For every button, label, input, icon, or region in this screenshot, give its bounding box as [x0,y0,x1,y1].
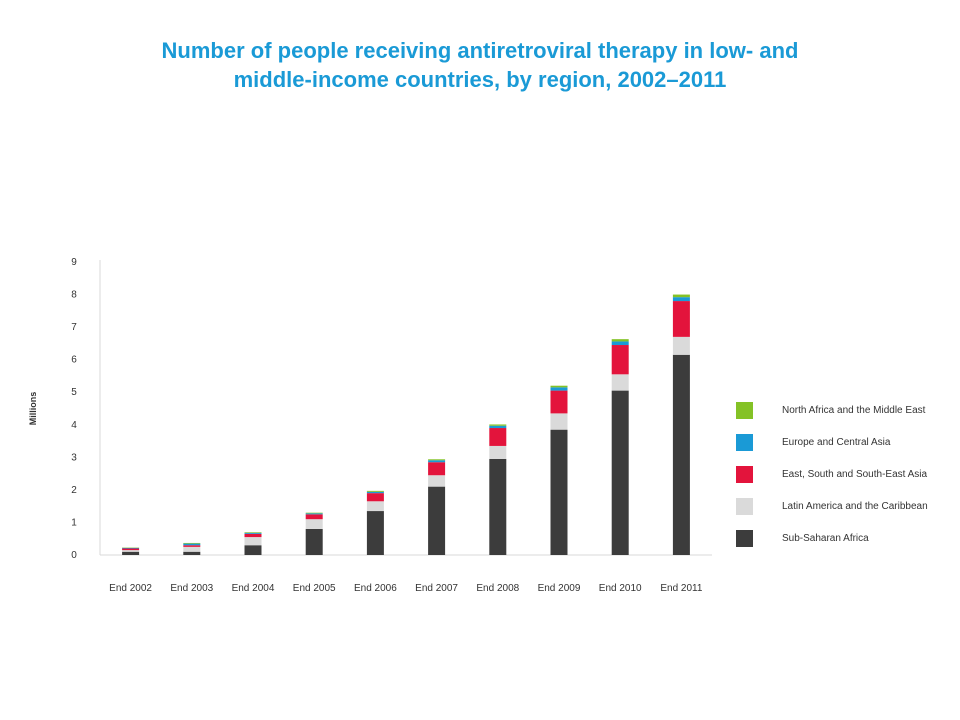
bar-segment [550,387,568,391]
x-tick-label: End 2002 [109,583,152,594]
y-tick-label: 0 [71,550,77,561]
bar-segment [672,297,690,302]
bar-segment [611,374,629,391]
x-tick-label: End 2007 [415,583,458,594]
y-tick-label: 2 [71,485,77,496]
bar-segment [550,390,568,414]
bar-segment [366,490,384,492]
chart-title: Number of people receiving antiretrovira… [40,36,920,94]
chart-title-line-1: Number of people receiving antiretrovira… [161,38,799,63]
bar-segment [550,429,568,555]
bar-segment [122,547,140,549]
bar-segment [489,445,507,459]
legend-item: East, South and South-East Asia [736,466,956,483]
y-tick-label: 3 [71,452,77,463]
bar-segment [122,550,140,552]
chart-legend: North Africa and the Middle East Europe a… [736,402,956,562]
bar-segment [183,551,201,555]
bar-segment [244,532,262,534]
x-tick-label: End 2005 [293,583,336,594]
chart-axes: 0 1 2 3 4 5 6 7 8 9 End 2002 End 2003 End 2004 End 20… [71,257,712,594]
bar-segment [489,428,507,446]
bar-segment [489,458,507,555]
bar-segment [244,532,262,533]
bar-segment [611,345,629,375]
x-tick-label: End 2003 [170,583,213,594]
legend-item: Sub-Saharan Africa [736,530,956,547]
chart-title-line-2: middle-income countries, by region, 2002… [233,67,727,92]
legend-swatch [736,466,753,483]
bar-segment [489,424,507,426]
chart-bars [122,294,690,555]
bar-segment [672,294,690,298]
legend-item: North Africa and the Middle East [736,402,956,419]
bar-segment [672,336,690,355]
bar-segment [244,533,262,538]
bar-segment [611,390,629,555]
bar-segment [489,425,507,429]
bar-segment [305,512,323,514]
legend-item: Europe and Central Asia [736,434,956,451]
bar-segment [428,459,446,461]
bar-segment [611,341,629,346]
bar-segment [428,486,446,555]
bar-segment [244,545,262,555]
bar-segment [366,493,384,502]
legend-swatch [736,434,753,451]
y-tick-label: 5 [71,387,77,398]
legend-swatch [736,498,753,515]
bar-segment [550,413,568,430]
bar-segment [183,542,201,544]
y-tick-label: 1 [71,517,77,528]
x-tick-label: End 2011 [660,583,703,594]
y-tick-label: 6 [71,355,77,366]
bar-segment [366,501,384,512]
bar-segment [183,545,201,547]
bar-segment [366,511,384,555]
legend-label: Latin America and the Caribbean [782,501,928,512]
bar-segment [305,514,323,520]
y-tick-label: 8 [71,290,77,301]
bar-segment [183,546,201,552]
bar-segment [550,385,568,388]
x-tick-label: End 2008 [476,583,519,594]
bar-segment [366,491,384,494]
bar-segment [305,519,323,529]
bar-segment [305,513,323,515]
x-tick-label: End 2010 [599,583,642,594]
bar-segment [672,354,690,555]
y-tick-label: 4 [71,420,77,431]
bar-segment [122,551,140,555]
bar-segment [611,339,629,342]
bar-segment [244,537,262,546]
bar-segment [428,475,446,487]
x-tick-label: End 2004 [232,583,275,594]
legend-label: East, South and South-East Asia [782,469,928,480]
bar-segment [428,462,446,476]
legend-swatch [736,530,753,547]
bar-segment [672,301,690,337]
bar-segment [122,548,140,551]
y-tick-label: 7 [71,322,77,333]
x-tick-label: End 2006 [354,583,397,594]
y-tick-label: 9 [71,257,77,268]
legend-label: Sub-Saharan Africa [782,533,869,544]
legend-item: Latin America and the Caribbean [736,498,956,515]
x-tick-label: End 2009 [538,583,581,594]
bar-segment [428,460,446,463]
legend-label: North Africa and the Middle East [782,405,926,416]
bar-segment [305,528,323,555]
legend-swatch [736,402,753,419]
legend-label: Europe and Central Asia [782,437,891,448]
y-axis-label: Millions [28,392,38,426]
bar-segment [183,543,201,546]
